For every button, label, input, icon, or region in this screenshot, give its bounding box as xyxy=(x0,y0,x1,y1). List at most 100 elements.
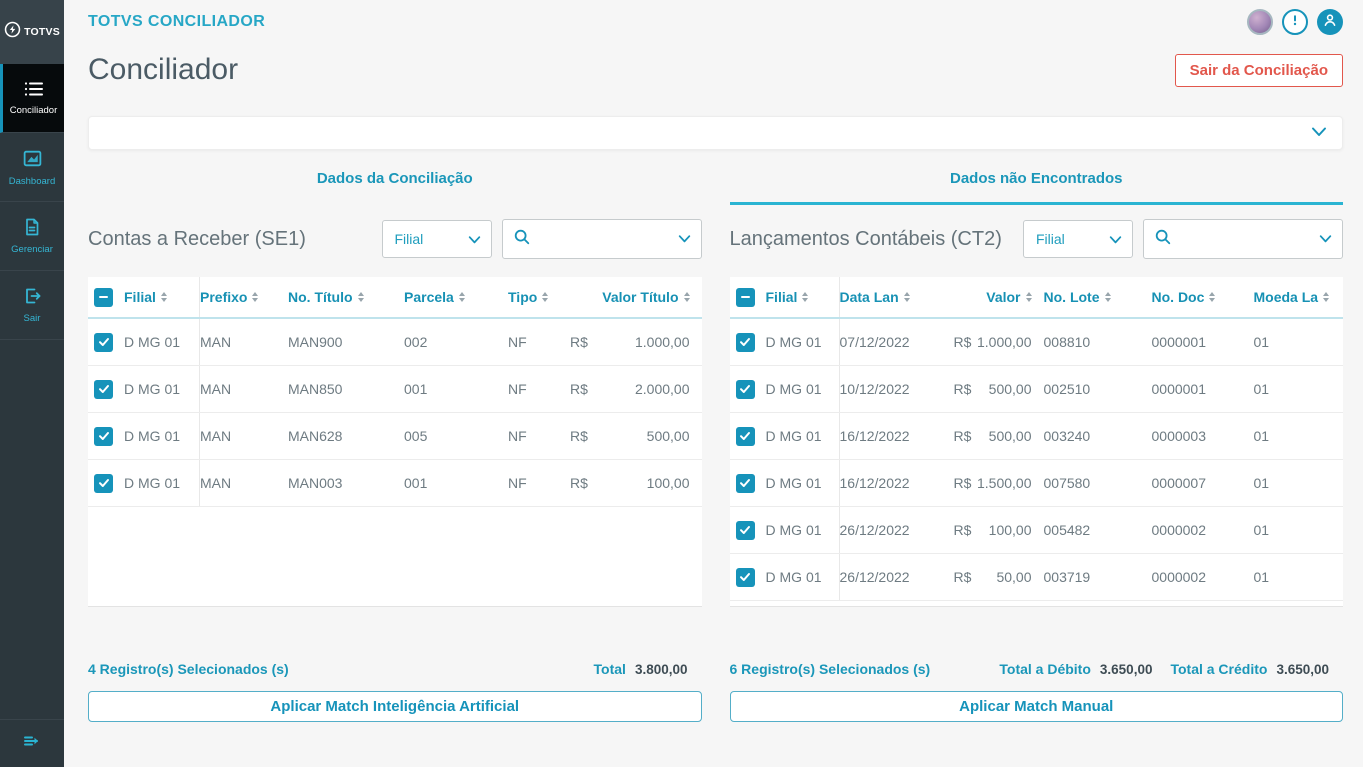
table-header: Filial Prefixo No. Título Parcela Tipo Valor … xyxy=(88,277,702,319)
sort-icon xyxy=(357,292,364,302)
sidebar-item-sair[interactable]: Sair xyxy=(0,271,64,340)
sort-icon xyxy=(1323,292,1330,302)
cell-filial: D MG 01 xyxy=(766,460,840,506)
row-checkbox[interactable] xyxy=(735,520,755,540)
cell-filial: D MG 01 xyxy=(124,366,200,412)
page-title: Conciliador xyxy=(88,53,239,86)
checkbox-cell xyxy=(730,413,766,459)
row-checkbox[interactable] xyxy=(94,473,113,493)
cell-moeda-la: 01 xyxy=(1253,475,1270,491)
cell-tipo: NF xyxy=(508,475,527,491)
total-group: Total 3.800,00 xyxy=(594,661,688,677)
row-checkbox[interactable] xyxy=(735,426,755,446)
column-header-no-doc[interactable]: No. Doc xyxy=(1152,277,1254,317)
sort-icon xyxy=(1025,292,1032,302)
cell-valor-t-tulo: R$ 2.000,00 xyxy=(570,381,690,397)
chevron-down-icon xyxy=(1109,231,1122,247)
totvs-logo: TOTVS xyxy=(0,0,64,64)
cell-data-lan: 16/12/2022 xyxy=(839,475,910,491)
select-all-checkbox[interactable] xyxy=(94,287,113,307)
cell-parcela: 001 xyxy=(404,381,428,397)
total-value: 3.800,00 xyxy=(634,661,688,677)
row-checkbox[interactable] xyxy=(735,473,755,493)
cell-data-lan: 10/12/2022 xyxy=(839,381,910,397)
column-header-parcela[interactable]: Parcela xyxy=(404,277,508,317)
info-button[interactable] xyxy=(1282,9,1308,35)
sort-icon xyxy=(903,292,910,302)
expand-sidebar-button[interactable] xyxy=(0,719,64,767)
user-icon xyxy=(1322,12,1338,33)
row-checkbox[interactable] xyxy=(94,426,113,446)
sidebar-item-label: Conciliador xyxy=(9,105,58,116)
filters-collapsed-panel[interactable] xyxy=(88,116,1343,150)
cell-valor: R$ 500,00 xyxy=(953,428,1032,444)
column-header-prefixo[interactable]: Prefixo xyxy=(200,277,288,317)
profile-button[interactable] xyxy=(1317,9,1343,35)
cell-data-lan: 16/12/2022 xyxy=(839,428,910,444)
sidebar-item-label: Sair xyxy=(23,313,41,324)
panel-title: Contas a Receber (SE1) xyxy=(88,227,306,250)
column-header-data-lan[interactable]: Data Lan xyxy=(840,277,948,317)
table-row: D MG 01 16/12/2022 R$ 1.500,00 007580 0000007… xyxy=(729,460,1343,507)
lancamentos-contabeis-panel: Lançamentos Contábeis (CT2) Filial xyxy=(729,217,1344,722)
row-checkbox[interactable] xyxy=(94,332,113,352)
search-input[interactable] xyxy=(536,231,672,247)
cell-valor-t-tulo: R$ 100,00 xyxy=(570,475,690,491)
topbar-icons xyxy=(1247,9,1343,35)
table-row: D MG 01 07/12/2022 R$ 1.000,00 008810 0000001… xyxy=(729,319,1343,366)
cell-no-lote: 008810 xyxy=(1043,334,1091,350)
table-row: D MG 01 MAN MAN850 001 NF R$ 2.000,00 xyxy=(88,366,702,413)
cell-no-doc: 0000007 xyxy=(1151,475,1207,491)
checkbox-cell xyxy=(730,319,766,365)
table-header: Filial Data Lan Valor No. Lote No. Doc Moeda … xyxy=(729,277,1344,319)
sort-icon xyxy=(1104,292,1111,302)
cell-valor: R$ 500,00 xyxy=(953,381,1032,397)
sidebar-item-conciliador[interactable]: Conciliador xyxy=(0,64,64,133)
cell-moeda-la: 01 xyxy=(1253,381,1270,397)
sidebar-item-gerenciar[interactable]: Gerenciar xyxy=(0,202,64,271)
list-icon xyxy=(23,80,45,98)
avatar[interactable] xyxy=(1247,9,1273,35)
exit-conciliation-button[interactable]: Sair da Conciliação xyxy=(1174,53,1343,87)
total-debit-value: 3.650,00 xyxy=(1099,661,1153,677)
apply-match-manual-button[interactable]: Aplicar Match Manual xyxy=(729,691,1343,722)
total-credit-label: Total a Crédito xyxy=(1170,661,1268,677)
column-header-valor-t-tulo[interactable]: Valor Título xyxy=(564,277,702,317)
row-checkbox[interactable] xyxy=(735,332,755,352)
sort-icon xyxy=(802,292,809,302)
selected-count: 4 Registro(s) Selecionados (s) xyxy=(88,661,289,677)
search-input[interactable] xyxy=(1178,231,1313,247)
cell-no-lote: 005482 xyxy=(1043,522,1091,538)
apply-match-ai-button[interactable]: Aplicar Match Inteligência Artificial xyxy=(88,691,702,722)
column-header-moeda-la[interactable]: Moeda La xyxy=(1254,277,1344,317)
column-header-filial[interactable]: Filial xyxy=(766,277,840,317)
totals: Total 3.800,00 xyxy=(594,661,702,677)
filial-select[interactable]: Filial xyxy=(381,220,492,258)
cell-filial: D MG 01 xyxy=(766,554,840,600)
column-header-no-t-tulo[interactable]: No. Título xyxy=(288,277,404,317)
cell-no-t-tulo: MAN628 xyxy=(288,428,343,444)
sidebar-item-dashboard[interactable]: Dashboard xyxy=(0,133,64,202)
sidebar-item-label: Gerenciar xyxy=(11,244,53,255)
topbar: TOTVS CONCILIADOR xyxy=(88,0,1343,44)
cell-data-lan: 26/12/2022 xyxy=(839,522,910,538)
cell-valor: R$ 50,00 xyxy=(953,569,1032,585)
cell-tipo: NF xyxy=(508,381,527,397)
cell-no-doc: 0000001 xyxy=(1151,381,1207,397)
column-header-valor[interactable]: Valor xyxy=(948,277,1044,317)
select-all-checkbox[interactable] xyxy=(735,287,755,307)
row-checkbox[interactable] xyxy=(735,379,755,399)
tab-dados-nao-encontrados[interactable]: Dados não Encontrados xyxy=(729,155,1343,205)
tab-dados-da-conciliacao[interactable]: Dados da Conciliação xyxy=(316,170,473,187)
row-checkbox[interactable] xyxy=(94,379,113,399)
filial-select[interactable]: Filial xyxy=(1023,220,1133,258)
chart-icon xyxy=(22,148,43,169)
column-header-no-lote[interactable]: No. Lote xyxy=(1044,277,1152,317)
cell-filial: D MG 01 xyxy=(766,366,840,412)
row-checkbox[interactable] xyxy=(735,567,755,587)
column-header-filial[interactable]: Filial xyxy=(124,277,200,317)
table-row: D MG 01 16/12/2022 R$ 500,00 003240 0000003 01 xyxy=(729,413,1343,460)
totals: Total a Débito 3.650,00 Total a Crédito … xyxy=(999,661,1343,677)
contas-a-receber-panel: Contas a Receber (SE1) Filial xyxy=(88,217,702,722)
column-header-tipo[interactable]: Tipo xyxy=(508,277,564,317)
